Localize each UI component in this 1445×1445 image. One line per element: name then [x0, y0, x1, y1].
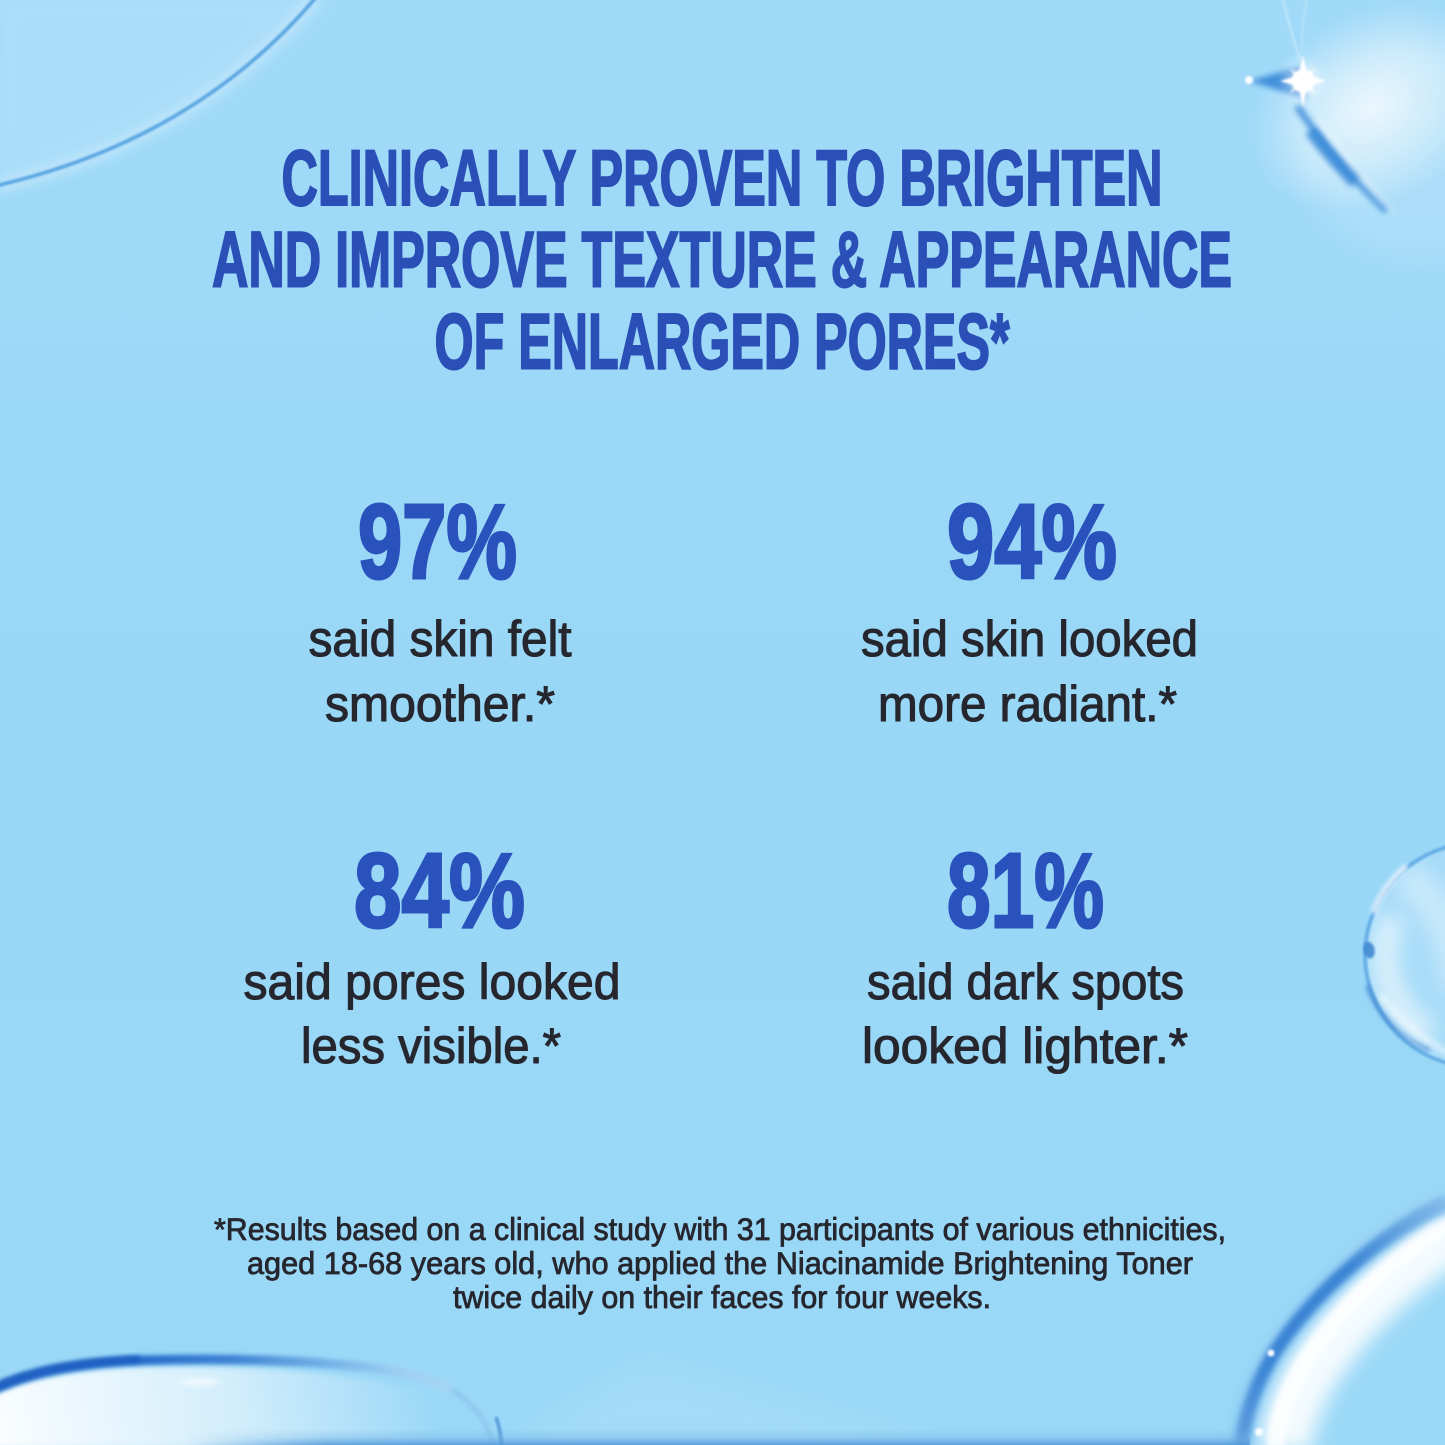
svg-text:said pores looked: said pores looked [244, 954, 621, 1010]
svg-text:more radiant.*: more radiant.* [878, 676, 1177, 732]
svg-text:*Results based on a clinical s: *Results based on a clinical study with … [214, 1211, 1226, 1247]
svg-text:smoother.*: smoother.* [325, 676, 555, 732]
svg-text:said dark spots: said dark spots [867, 954, 1184, 1010]
svg-text:CLINICALLY PROVEN TO BRIGHTEN: CLINICALLY PROVEN TO BRIGHTEN [282, 134, 1163, 222]
svg-text:looked lighter.*: looked lighter.* [862, 1018, 1188, 1074]
svg-text:94%: 94% [947, 483, 1117, 601]
svg-text:AND IMPROVE TEXTURE & APPEARAN: AND IMPROVE TEXTURE & APPEARANCE [212, 216, 1232, 304]
svg-text:twice daily on their faces for: twice daily on their faces for four week… [453, 1279, 991, 1315]
svg-text:84%: 84% [354, 832, 525, 950]
svg-text:less visible.*: less visible.* [301, 1018, 561, 1074]
svg-text:aged 18-68 years old, who appl: aged 18-68 years old, who applied the Ni… [247, 1245, 1193, 1281]
svg-text:said skin felt: said skin felt [309, 611, 572, 667]
svg-text:97%: 97% [358, 483, 517, 601]
svg-text:said skin looked: said skin looked [861, 611, 1198, 667]
svg-text:OF ENLARGED PORES*: OF ENLARGED PORES* [435, 298, 1010, 386]
svg-text:81%: 81% [947, 832, 1104, 950]
